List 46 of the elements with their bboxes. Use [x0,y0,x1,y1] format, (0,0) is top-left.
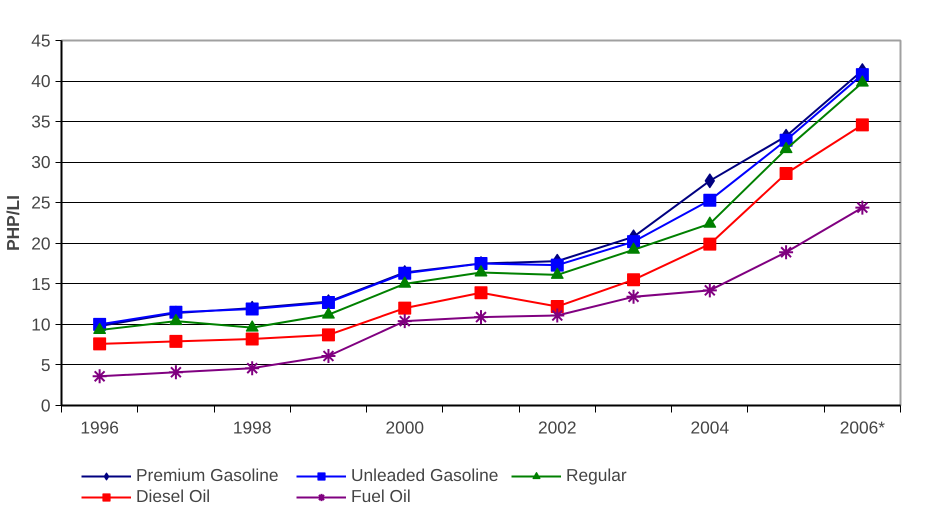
x-tick-label: 2004 [690,418,730,438]
point [168,364,184,380]
point [93,337,106,350]
point [396,313,413,330]
x-tick-label: 2000 [385,418,424,438]
point [93,322,106,334]
y-axis-title: PHP/LI [3,195,24,251]
point [322,328,335,342]
y-tick-label: 15 [31,274,51,294]
point [398,302,412,315]
point [92,368,108,384]
legend-label: Unleaded Gasoline [351,465,500,486]
point [780,167,793,180]
point [703,238,716,251]
point [474,286,488,300]
y-tick-label: 20 [31,233,51,254]
point [550,258,564,272]
y-tick-label: 0 [40,396,51,416]
point [626,288,642,305]
y-tick-label: 30 [31,152,51,172]
y-tick-label: 10 [31,314,51,334]
y-tick-label: 5 [40,354,51,375]
point [244,360,260,376]
y-tick-label: 40 [31,71,51,92]
legend-label: Premium Gasoline [136,465,280,486]
legend-label: Regular [566,465,628,486]
point [856,118,869,132]
point [703,194,716,207]
point [549,307,566,324]
point [320,348,336,364]
legend-label: Diesel Oil [136,486,212,507]
x-tick-label: 1996 [80,418,119,438]
point [627,273,640,286]
point [854,200,870,216]
point [778,244,794,260]
x-tick-label: 1998 [232,418,272,438]
x-tick-label: 2002 [538,418,577,438]
legend-label: Fuel Oil [351,486,412,507]
x-tick-label: 2006* [840,418,886,438]
y-tick-label: 35 [31,112,51,132]
point [169,334,182,348]
y-tick-label: 45 [31,30,51,50]
point [246,332,259,346]
point [473,309,489,326]
point [702,282,718,298]
y-tick-label: 25 [31,192,51,213]
